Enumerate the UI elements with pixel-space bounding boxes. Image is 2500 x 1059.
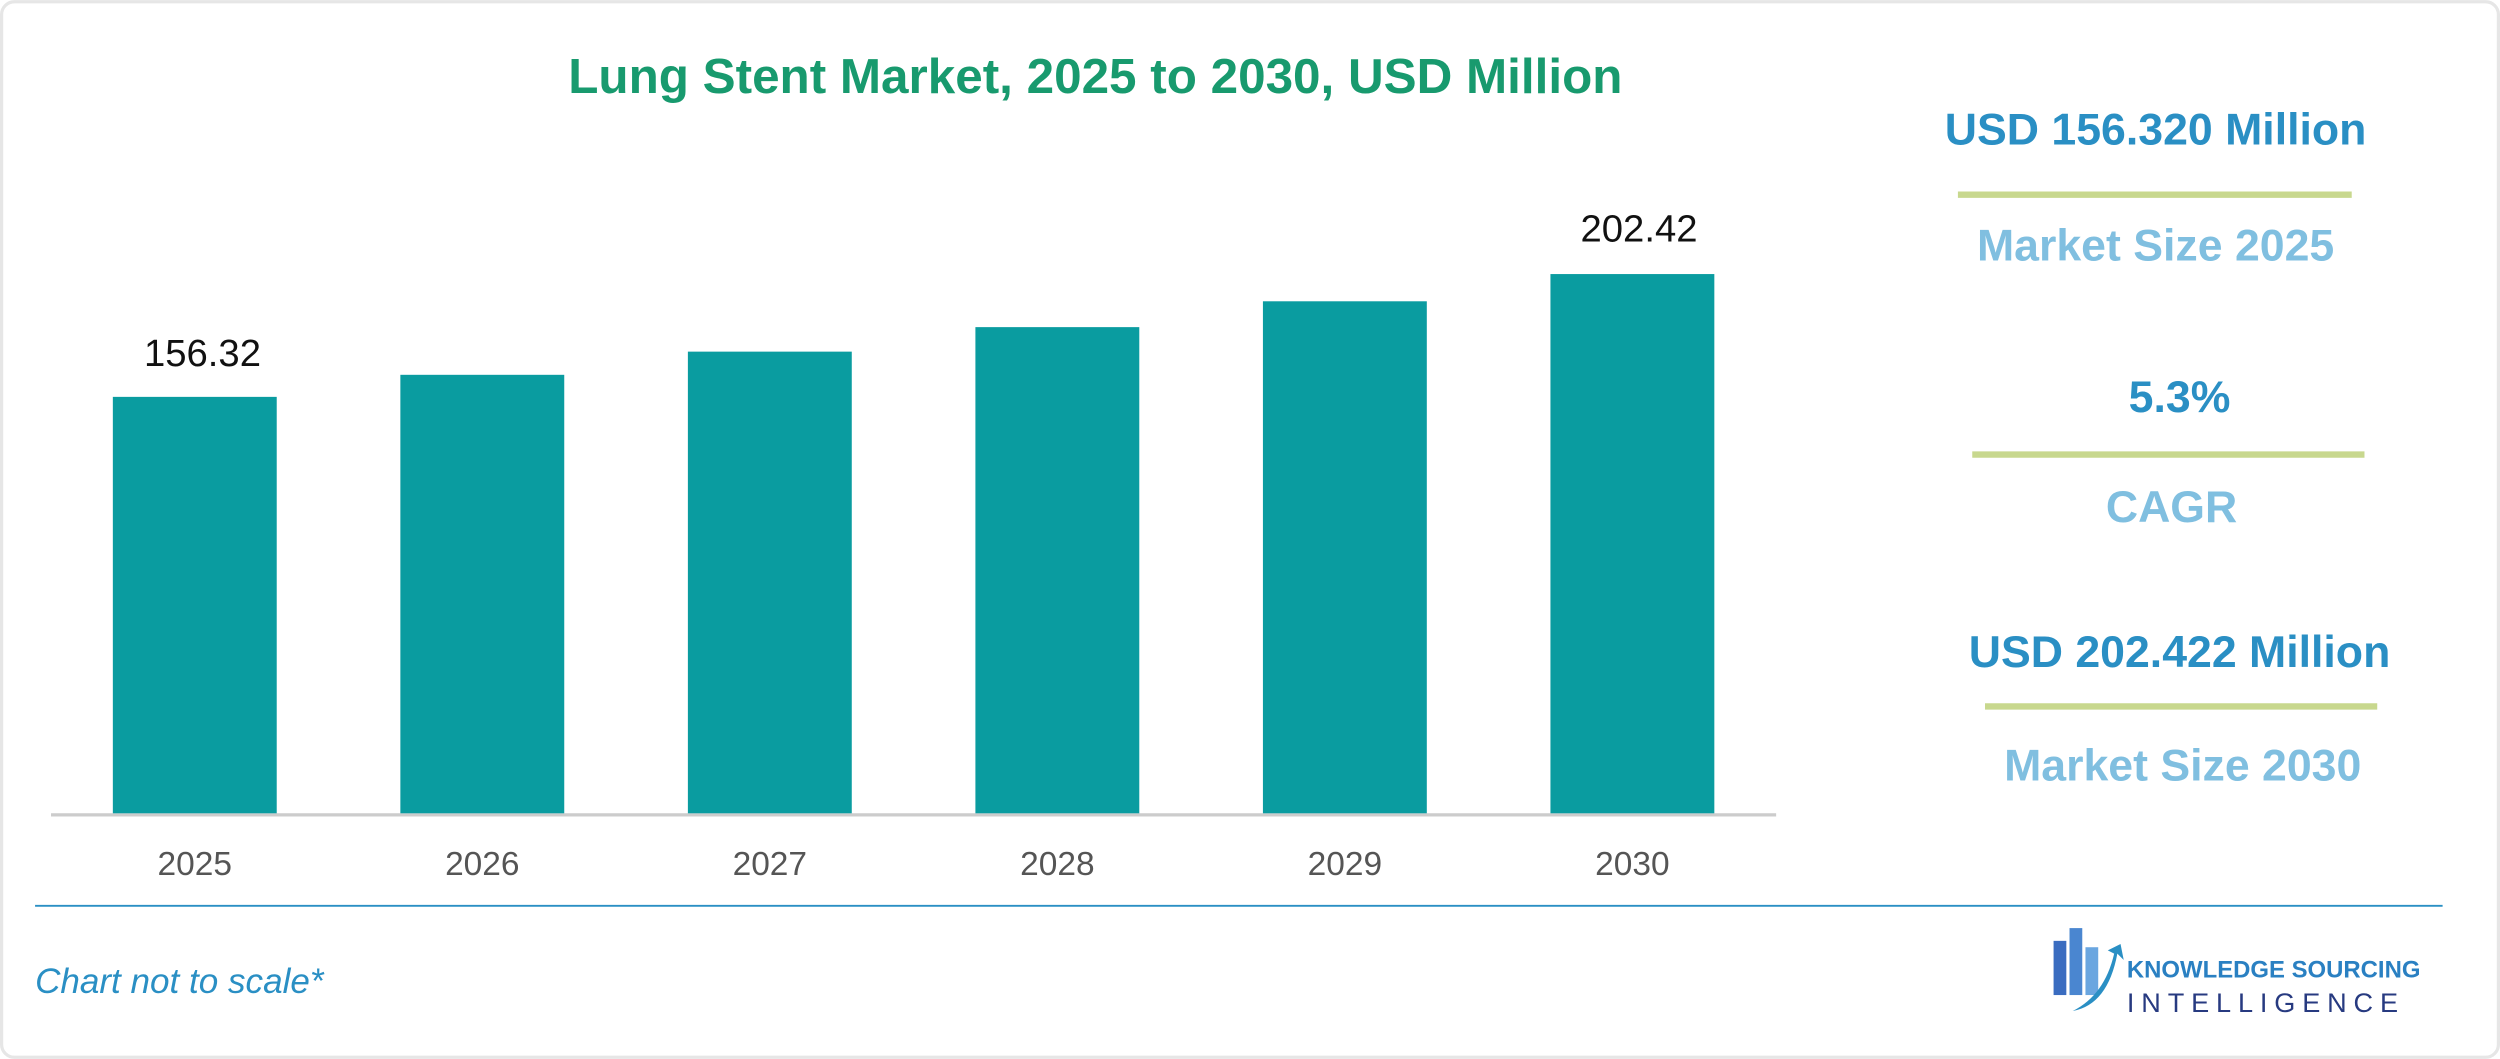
value-label: 202.42 [1581,207,1698,250]
logo: KNOWLEDGE SOURCING INTELLIGENCE [2044,928,2420,1018]
logo-icon [2072,944,2124,1012]
summary-label: Market Size 2030 [2004,741,2361,790]
summary-label: CAGR [2106,483,2237,532]
bar [1550,274,1715,814]
bar [975,327,1140,814]
bar [1262,301,1427,814]
logo-icon [2053,940,2067,996]
footnote: Chart not to scale* [35,962,325,1001]
summary-value: 5.3% [2129,373,2231,422]
x-tick-label: 2027 [733,846,807,883]
logo-text: KNOWLEDGE SOURCING [2127,956,2421,983]
x-tick-label: 2025 [158,846,232,883]
summary-value: USD 202.422 Million [1969,628,2391,677]
bars [112,274,1715,814]
x-tick-label: 2029 [1308,846,1382,883]
x-tick-label: 2028 [1020,846,1094,883]
value-label: 156.32 [144,332,261,375]
x-tick-label: 2030 [1595,846,1669,883]
logo-text: INTELLIGENCE [2127,987,2405,1018]
x-tick-label: 2026 [445,846,519,883]
bar [400,374,565,814]
logo-icon [2085,947,2099,996]
chart-title: Lung Stent Market, 2025 to 2030, USD Mil… [568,49,1622,104]
summary-label: Market Size 2025 [1977,222,2334,271]
bar [112,396,277,814]
bar [687,351,852,814]
logo-icon [2069,928,2083,996]
summary-value: USD 156.320 Million [1945,105,2367,154]
